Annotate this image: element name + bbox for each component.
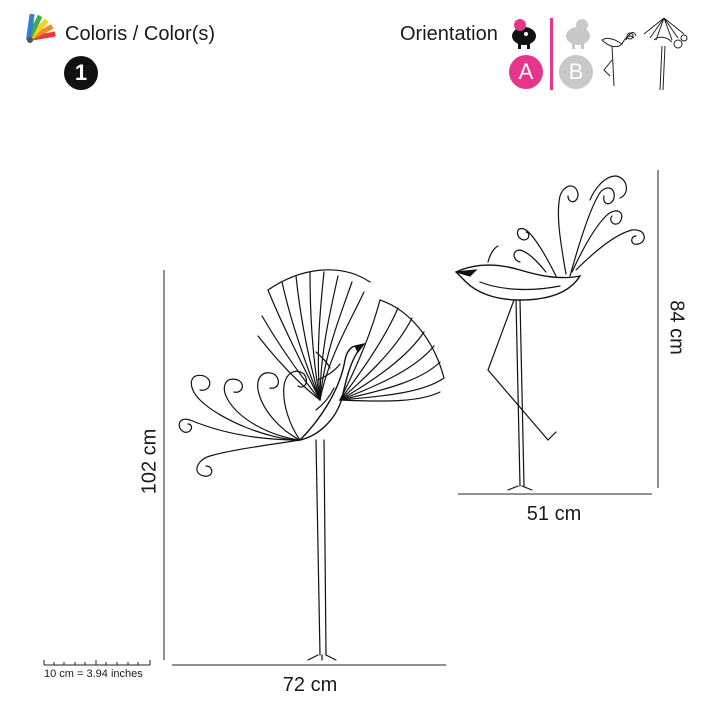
- colors-label: Coloris / Color(s): [65, 23, 216, 45]
- orientation-option-a[interactable]: A: [509, 55, 543, 89]
- scale-label: 10 cm = 3.94 inches: [44, 668, 143, 680]
- orientation-option-b[interactable]: B: [559, 55, 593, 89]
- left-flamingo: [178, 269, 445, 661]
- right-flamingo: [454, 175, 645, 491]
- left-width-label: 72 cm: [282, 674, 338, 696]
- orientation-b-bird-icon: [560, 14, 596, 50]
- color-count-badge: 1: [64, 56, 98, 90]
- scale-ruler: [43, 660, 151, 666]
- right-height-label: 84 cm: [665, 300, 688, 355]
- left-height-label: 102 cm: [138, 428, 161, 495]
- thumbnail-small-flamingo-icon: [596, 26, 638, 90]
- right-width-label: 51 cm: [526, 503, 582, 525]
- orientation-a-bird-icon: [506, 14, 542, 50]
- color-palette-icon: [26, 10, 60, 44]
- color-count: 1: [74, 60, 88, 85]
- orientation-label: Orientation: [400, 23, 498, 45]
- thumbnail-large-flamingo-icon: [638, 14, 690, 92]
- orientation-divider: [550, 18, 553, 90]
